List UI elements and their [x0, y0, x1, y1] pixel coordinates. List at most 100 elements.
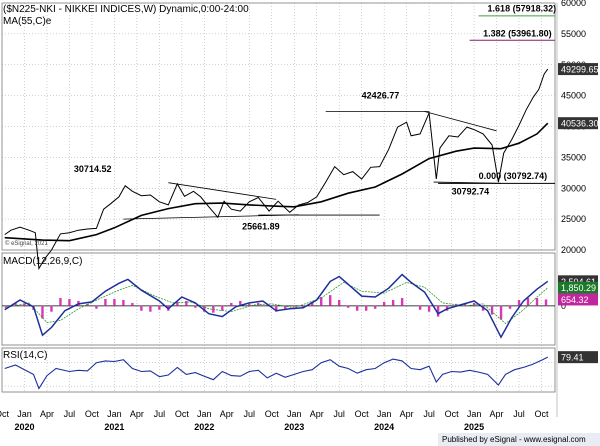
macd-histogram-bar — [302, 305, 305, 308]
price-annotation: 1.618 (57918.32) — [488, 4, 557, 14]
macd-histogram-bar — [266, 304, 269, 306]
x-month-label: Oct — [175, 409, 190, 419]
macd-histogram-bar — [95, 305, 98, 309]
macd-histogram-bar — [140, 305, 143, 311]
macd-histogram-bar — [526, 298, 530, 306]
macd-histogram-bar — [364, 305, 368, 311]
x-month-label: Jan — [107, 409, 122, 419]
x-year-label: 2024 — [374, 422, 394, 432]
macd-histogram-bar — [427, 305, 431, 312]
macd-histogram-bar — [23, 303, 26, 306]
macd-histogram-bar — [329, 295, 332, 306]
x-month-label: Oct — [355, 409, 370, 419]
copyright-note: © eSignal, 2021 — [5, 240, 48, 247]
x-month-label: Apr — [220, 409, 234, 419]
x-month-label: Oct — [535, 409, 550, 419]
macd-histogram-bar — [382, 301, 386, 306]
macd-histogram-bar — [391, 299, 395, 306]
x-month-label: Jan — [287, 409, 302, 419]
macd-histogram-bar — [5, 305, 8, 308]
macd-label: MACD(12,26,9,C) — [3, 256, 82, 267]
macd-histogram-bar — [284, 305, 287, 309]
macd-histogram-bar — [337, 299, 341, 306]
macd-histogram-bar — [517, 299, 521, 306]
rsi-label: RSI(14,C) — [3, 350, 47, 361]
macd-histogram-bar — [14, 302, 17, 306]
macd-histogram-bar — [59, 298, 62, 306]
x-year-label: 2023 — [284, 422, 304, 432]
price-tick-label: 25000 — [561, 214, 586, 224]
macd-tick-label: 0 — [561, 301, 566, 311]
price-axis-badge-bg — [558, 117, 598, 130]
x-month-label: Jul — [154, 409, 166, 419]
price-tick-label: 35000 — [561, 152, 586, 162]
x-year-label: 2021 — [104, 422, 124, 432]
macd-histogram-bar — [185, 300, 188, 306]
macd-histogram-bar — [131, 302, 134, 306]
price-tick-label: 60000 — [561, 0, 586, 8]
price-tick-label: 20000 — [561, 245, 586, 255]
x-month-label: Oct — [445, 409, 460, 419]
macd-histogram-bar — [472, 302, 476, 306]
macd-histogram-bar — [320, 297, 323, 306]
price-axis-badge: 49299.65 — [561, 65, 599, 75]
ma-label: MA(55,C)e — [3, 16, 52, 27]
footer-bar — [438, 433, 600, 446]
price-annotation: 30792.74 — [452, 186, 490, 196]
x-month-label: Oct — [265, 409, 280, 419]
x-month-label: Apr — [40, 409, 54, 419]
price-tick-label: 55000 — [561, 29, 586, 39]
macd-axis-badge: 654.32 — [561, 295, 589, 305]
macd-histogram-bar — [463, 303, 467, 306]
macd-axis-badge-bg — [558, 281, 598, 294]
macd-histogram-bar — [149, 305, 152, 312]
macd-panel-frame — [1, 252, 556, 346]
macd-histogram-bar — [230, 302, 233, 306]
price-annotation: 30714.52 — [74, 164, 112, 174]
rsi-axis-badge-bg — [558, 351, 598, 364]
x-month-label: Jan — [377, 409, 392, 419]
macd-axis-badge: 1,850.29 — [561, 283, 596, 293]
price-annotation: 1.382 (53961.80) — [483, 28, 552, 38]
macd-histogram-bar — [311, 301, 314, 306]
x-month-label: Jul — [333, 409, 345, 419]
trendline — [168, 182, 277, 200]
macd-histogram-bar — [113, 299, 116, 306]
x-month-label: Apr — [130, 409, 144, 419]
x-month-label: Apr — [490, 409, 504, 419]
macd-histogram-bar — [50, 305, 53, 312]
trendline — [424, 111, 497, 132]
x-month-label: Jul — [423, 409, 435, 419]
price-series-line — [4, 68, 549, 271]
price-tick-label: 30000 — [561, 183, 586, 193]
macd-histogram-bar — [41, 305, 44, 319]
macd-histogram-bar — [436, 305, 440, 317]
x-month-label: Jul — [64, 409, 76, 419]
x-month-label: Jan — [197, 409, 212, 419]
macd-histogram-bar — [490, 305, 494, 315]
macd-histogram-bar — [68, 299, 71, 306]
x-month-label: Jan — [467, 409, 482, 419]
macd-histogram-bar — [176, 301, 179, 306]
ma-series-line — [4, 122, 549, 242]
x-month-label: Oct — [85, 409, 100, 419]
x-month-label: Jul — [244, 409, 256, 419]
price-annotation: 25661.89 — [242, 222, 280, 232]
x-year-label: 2025 — [464, 422, 484, 432]
macd-histogram-bar — [293, 305, 296, 307]
x-month-label: Apr — [310, 409, 324, 419]
macd-histogram-bar — [499, 305, 503, 320]
price-annotation: 42426.77 — [362, 91, 400, 101]
macd-histogram-bar — [275, 305, 278, 312]
rsi-line — [4, 356, 549, 390]
macd-histogram-bar — [535, 298, 539, 306]
macd-histogram-bar — [508, 305, 512, 309]
rsi-axis-badge: 79.41 — [561, 353, 584, 363]
price-axis-badge-bg — [558, 63, 598, 76]
instrument-label: ($N225-NKI - NIKKEI INDICES,W) Dynamic,0… — [3, 4, 249, 15]
x-year-label: 2020 — [14, 422, 34, 432]
macd-histogram-bar — [400, 298, 404, 306]
macd-histogram-bar — [158, 305, 161, 310]
